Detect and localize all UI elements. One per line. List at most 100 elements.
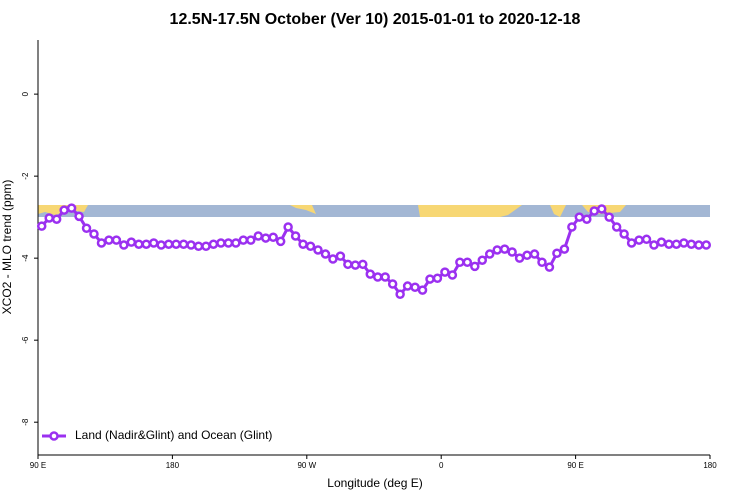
data-point [440, 267, 450, 277]
data-point [611, 222, 622, 232]
data-point [492, 245, 502, 255]
data-point [387, 279, 398, 289]
data-point [484, 249, 495, 259]
data-point [365, 269, 376, 279]
data-point [410, 282, 420, 293]
data-point [582, 214, 592, 224]
legend-label: Land (Nadir&Glint) and Ocean (Glint) [75, 428, 272, 442]
data-point [253, 231, 264, 241]
data-point [283, 222, 293, 232]
x-tick-label: 180 [703, 461, 717, 470]
data-point [260, 233, 271, 243]
data-point [522, 250, 532, 261]
data-point [275, 236, 286, 247]
data-point [499, 244, 510, 254]
y-tick-label: -6 [21, 336, 30, 344]
data-point [335, 251, 346, 261]
data-point [216, 238, 226, 248]
data-point [596, 204, 607, 214]
data-point [649, 240, 659, 250]
data-point [111, 235, 122, 245]
data-point [671, 239, 682, 249]
y-tick-label: 0 [21, 91, 30, 96]
x-axis-label: Longitude (deg E) [327, 476, 422, 490]
x-tick-label: 90 W [297, 461, 316, 470]
data-point [589, 206, 600, 216]
data-point [664, 239, 674, 249]
data-point [417, 285, 428, 295]
data-point [544, 262, 555, 272]
data-point [402, 281, 413, 291]
data-point [119, 240, 129, 250]
data-point [305, 241, 316, 252]
data-point [163, 239, 174, 249]
data-point [36, 221, 47, 231]
data-point [686, 239, 697, 249]
data-point [193, 241, 204, 252]
x-tick-label: 90 E [30, 461, 46, 470]
data-point [358, 259, 368, 270]
data-point [447, 270, 458, 280]
data-point [246, 235, 256, 245]
data-point [626, 238, 637, 248]
y-tick-label: -8 [21, 418, 30, 426]
data-point [59, 205, 69, 215]
data-point [514, 253, 525, 263]
data-point [470, 261, 480, 272]
data-point [477, 255, 488, 265]
data-point [372, 272, 383, 282]
land-ocean-strip [38, 205, 710, 217]
data-point [537, 257, 547, 268]
legend-marker [49, 431, 59, 441]
data-point [634, 235, 644, 245]
data-point [141, 239, 152, 249]
data-point [343, 259, 353, 270]
data-point [425, 274, 435, 284]
land-patch [418, 205, 522, 217]
data-point [156, 240, 166, 250]
chart-title: 12.5N-17.5N October (Ver 10) 2015-01-01 … [170, 11, 581, 28]
y-axis-label: XCO2 - MLO trend (ppm) [0, 180, 14, 315]
data-point [455, 257, 465, 268]
data-point [559, 244, 570, 254]
data-point [679, 238, 689, 248]
x-tick-label: 180 [166, 461, 180, 470]
data-point [320, 249, 331, 259]
data-point [268, 232, 278, 242]
data-point [81, 223, 92, 233]
data-point [350, 260, 361, 270]
legend-item: Land (Nadir&Glint) and Ocean (Glint) [42, 428, 272, 442]
x-tick-label: 90 E [567, 461, 583, 470]
data-point [380, 272, 390, 282]
data-point [186, 240, 196, 250]
data-point [148, 238, 159, 248]
data-point [462, 257, 473, 268]
data-point [238, 235, 249, 245]
x-tick-label: 0 [439, 461, 444, 470]
data-point [656, 237, 667, 247]
data-point [313, 245, 323, 255]
data-point [552, 248, 562, 258]
data-point [104, 235, 114, 245]
data-point [529, 249, 540, 259]
data-point [89, 229, 99, 239]
data-point [208, 239, 219, 249]
data-point [694, 240, 704, 250]
data-point [432, 273, 443, 284]
data-point [51, 214, 62, 224]
ocean-band [38, 205, 710, 217]
data-point [223, 238, 234, 248]
data-point [178, 239, 189, 249]
land-patch [290, 205, 316, 214]
data-point [134, 239, 144, 249]
data-point [298, 239, 308, 249]
data-point [604, 212, 614, 222]
data-point [567, 222, 577, 232]
data-point [231, 238, 241, 248]
data-point [641, 234, 652, 245]
y-tick-label: -2 [21, 172, 30, 180]
data-point [126, 237, 137, 247]
land-patch [550, 205, 566, 217]
data-point [74, 211, 84, 222]
